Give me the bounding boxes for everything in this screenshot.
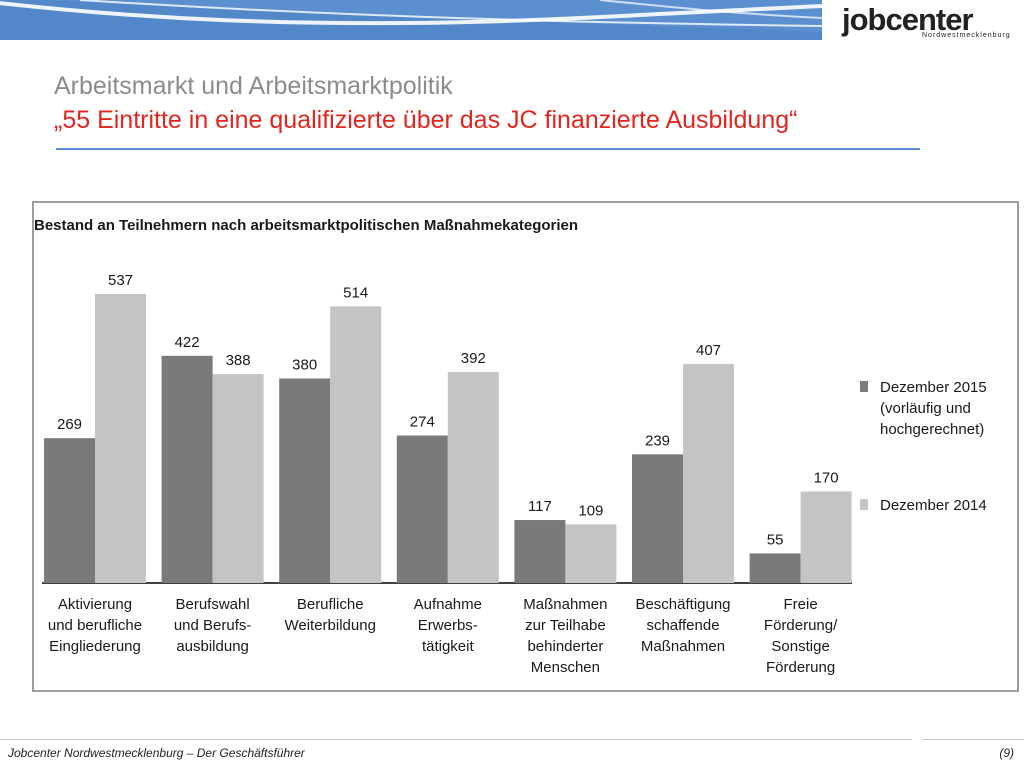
- bar: [565, 524, 617, 583]
- legend-label: Dezember 2014: [880, 497, 987, 514]
- bar: [279, 378, 331, 583]
- bar-value-label: 407: [696, 342, 721, 359]
- bar: [44, 438, 95, 583]
- category-label: schaffende: [646, 617, 719, 634]
- bar: [161, 355, 213, 583]
- bar: [212, 374, 264, 583]
- bar: [396, 435, 448, 583]
- category-label: Förderung: [766, 659, 835, 676]
- category-label: Sonstige: [771, 638, 829, 655]
- legend-label: (vorläufig und: [880, 400, 971, 417]
- category-label: Aufnahme: [414, 596, 482, 613]
- category-label: Beschäftigung: [635, 596, 730, 613]
- category-label: und berufliche: [48, 617, 142, 634]
- category-label: Maßnahmen: [641, 638, 725, 655]
- category-label: und Berufs-: [174, 617, 252, 634]
- slide-subtitle: „55 Eintritte in eine qualifizierte über…: [54, 106, 798, 134]
- slide-title: Arbeitsmarkt und Arbeitsmarktpolitik: [54, 72, 453, 100]
- chart-frame: Bestand an Teilnehmern nach arbeitsmarkt…: [32, 201, 1019, 692]
- legend-swatch: [860, 381, 868, 392]
- bar: [632, 454, 683, 583]
- title-divider: [56, 148, 920, 150]
- category-label: Berufliche: [297, 596, 364, 613]
- bar-value-label: 380: [292, 356, 317, 373]
- category-label: zur Teilhabe: [525, 617, 606, 634]
- footer-divider-right: [922, 739, 1024, 740]
- bar: [749, 553, 801, 583]
- category-label: Maßnahmen: [523, 596, 607, 613]
- bar-value-label: 117: [528, 498, 552, 515]
- chart-title: Bestand an Teilnehmern nach arbeitsmarkt…: [34, 217, 579, 234]
- bar-value-label: 388: [226, 352, 251, 369]
- bar-value-label: 274: [410, 413, 435, 430]
- bar-value-label: 109: [578, 502, 603, 519]
- bar: [95, 293, 146, 583]
- category-label: Aktivierung: [58, 596, 132, 613]
- bar-value-label: 392: [461, 350, 486, 367]
- category-label: Erwerbs-: [418, 617, 478, 634]
- jobcenter-logo: jobcenter Nordwestmecklenburg: [842, 2, 1012, 42]
- bar: [447, 371, 499, 583]
- category-label: Menschen: [531, 659, 600, 676]
- bar-chart: 269 537 Aktivierung und berufliche Eingliede…: [42, 272, 987, 676]
- category-label: Förderung/: [764, 617, 838, 634]
- category-label: Eingliederung: [49, 638, 141, 655]
- category-label: Freie: [784, 596, 818, 613]
- legend-label: hochgerechnet): [880, 421, 984, 438]
- bar-value-label: 269: [57, 416, 82, 433]
- legend-label: Dezember 2015: [880, 379, 987, 396]
- footer-text: Jobcenter Nordwestmecklenburg – Der Gesc…: [8, 746, 305, 760]
- logo-wordmark: jobcenter: [842, 2, 974, 37]
- category-label: behinderter: [527, 638, 603, 655]
- category-label: Weiterbildung: [284, 617, 375, 634]
- footer-divider: [0, 739, 912, 740]
- bar-value-label: 514: [343, 284, 368, 301]
- category-label: tätigkeit: [422, 638, 475, 655]
- top-banner: [0, 0, 822, 40]
- bar: [683, 363, 734, 583]
- logo-subtext: Nordwestmecklenburg: [922, 32, 1011, 39]
- bar: [514, 520, 566, 583]
- category-label: Berufswahl: [175, 596, 249, 613]
- category-label: ausbildung: [176, 638, 249, 655]
- bar-value-label: 239: [645, 432, 670, 449]
- bar-value-label: 422: [175, 334, 200, 351]
- bar: [800, 491, 852, 583]
- bar: [330, 306, 382, 583]
- bar-value-label: 537: [108, 272, 133, 289]
- bar-value-label: 170: [814, 469, 839, 486]
- bar-value-label: 55: [767, 531, 784, 548]
- page-number: (9): [999, 746, 1014, 760]
- legend-swatch: [860, 499, 868, 510]
